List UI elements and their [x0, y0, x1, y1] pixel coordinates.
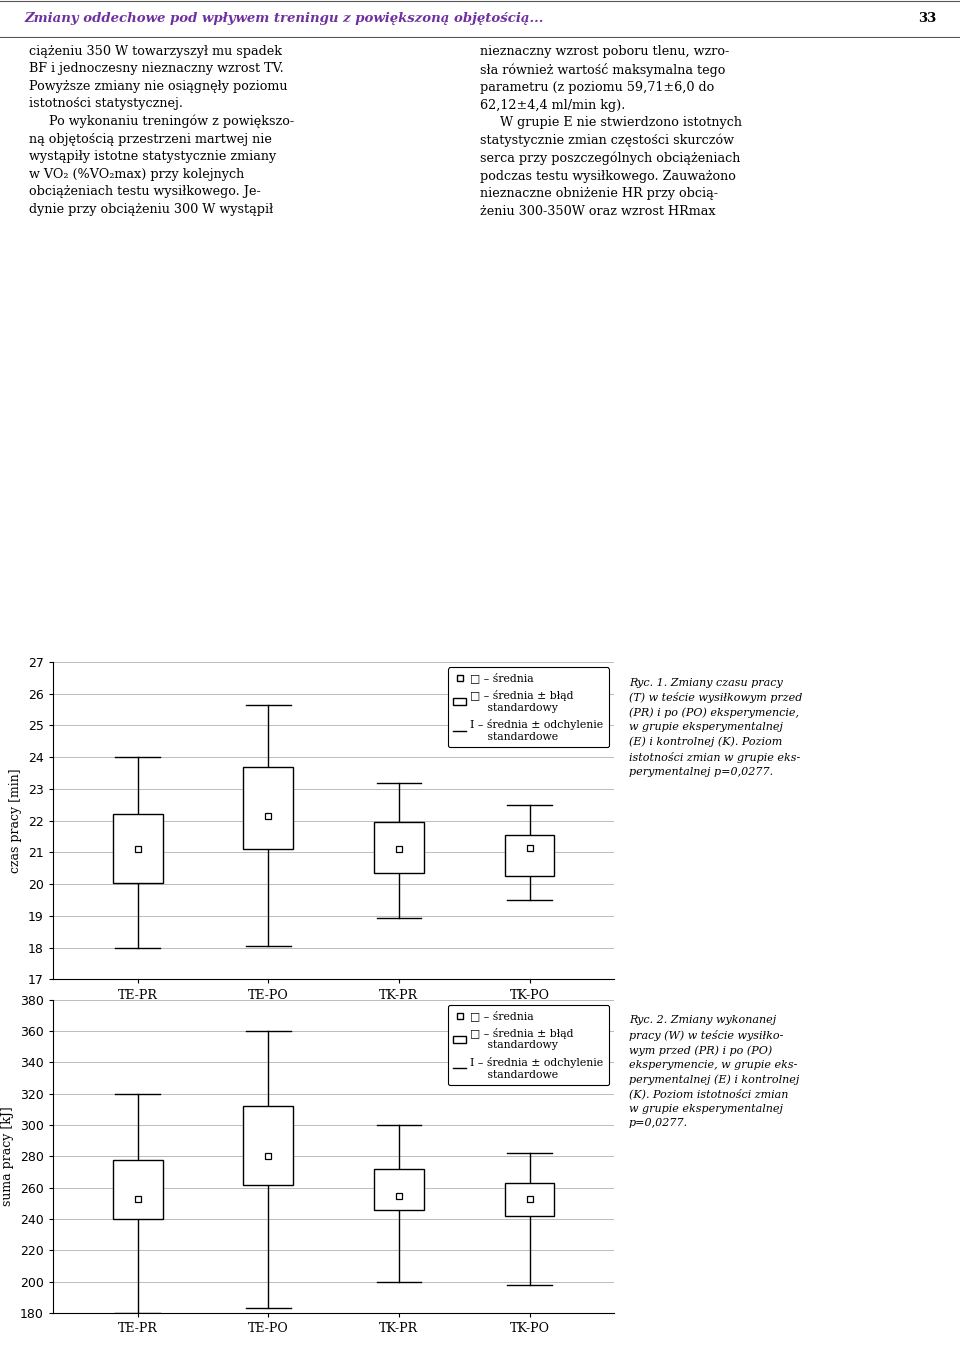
Legend: □ – średnia, □ – średnia ± błąd
     standardowy, I – średnia ± odchylenie
     : □ – średnia, □ – średnia ± błąd standard…: [447, 1005, 609, 1085]
Legend: □ – średnia, □ – średnia ± błąd
     standardowy, I – średnia ± odchylenie
     : □ – średnia, □ – średnia ± błąd standard…: [447, 667, 609, 747]
Bar: [374, 1169, 423, 1209]
Bar: [505, 1183, 554, 1216]
Bar: [244, 767, 293, 850]
Text: Ryc. 1. Zmiany czasu pracy
(T) w teście wysiłkowym przed
(PR) i po (PO) eksperym: Ryc. 1. Zmiany czasu pracy (T) w teście …: [629, 678, 803, 777]
Text: Zmiany oddechowe pod wpływem treningu z powiększoną objętością...: Zmiany oddechowe pod wpływem treningu z …: [24, 12, 543, 26]
Bar: [244, 1106, 293, 1185]
Text: Ryc. 2. Zmiany wykonanej
pracy (W) w teście wysiłko-
wym przed (PR) i po (PO)
ek: Ryc. 2. Zmiany wykonanej pracy (W) w teś…: [629, 1016, 799, 1128]
Bar: [505, 835, 554, 877]
Y-axis label: czas pracy [min]: czas pracy [min]: [10, 769, 22, 873]
Y-axis label: suma pracy [kJ]: suma pracy [kJ]: [1, 1106, 14, 1206]
Bar: [113, 1159, 162, 1219]
Text: nieznaczny wzrost poboru tlenu, wzro-
sła również wartość maksymalna tego
parame: nieznaczny wzrost poboru tlenu, wzro- sł…: [480, 45, 742, 218]
Text: ciążeniu 350 W towarzyszył mu spadek
BF i jednoczesny nieznaczny wzrost TV.
Powy: ciążeniu 350 W towarzyszył mu spadek BF …: [29, 45, 294, 216]
Text: 33: 33: [918, 12, 936, 26]
Bar: [374, 823, 423, 873]
Bar: [113, 815, 162, 882]
